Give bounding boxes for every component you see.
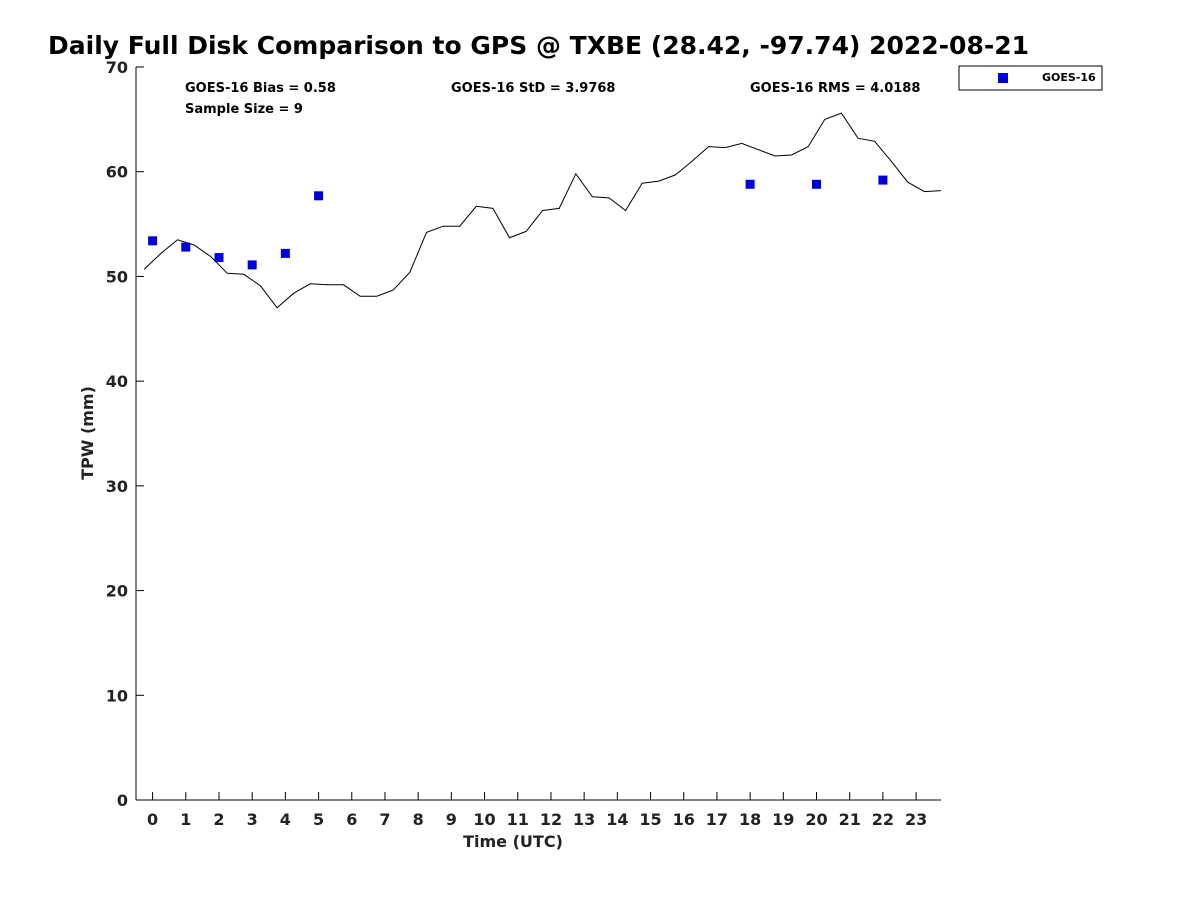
x-tick-label: 8 (413, 810, 424, 829)
goes16-point (314, 191, 324, 201)
x-tick-label: 9 (446, 810, 457, 829)
goes16-point (280, 248, 290, 258)
y-tick-label: 70 (106, 58, 128, 77)
legend-box (958, 65, 1103, 91)
x-tick-label: 22 (872, 810, 894, 829)
y-tick-label: 20 (106, 582, 128, 601)
y-tick-label: 50 (106, 267, 128, 286)
x-tick-label: 13 (573, 810, 595, 829)
x-tick-label: 2 (213, 810, 224, 829)
x-tick-label: 23 (905, 810, 927, 829)
x-tick-label: 20 (805, 810, 827, 829)
legend-marker (998, 73, 1008, 83)
goes16-scatter-series (148, 175, 888, 270)
chart-title: Daily Full Disk Comparison to GPS @ TXBE… (48, 31, 1029, 60)
goes16-point (745, 179, 755, 189)
x-ticks: 0 1 2 3 4 5 6 7 8 9 10 11 12 13 14 15 16 17 18 19 20 21 22 23 (147, 792, 927, 829)
goes16-point (812, 179, 822, 189)
rms-stat: GOES-16 RMS = 4.0188 (750, 81, 920, 96)
x-tick-label: 6 (346, 810, 357, 829)
legend: GOES-16 (958, 65, 1103, 91)
goes16-point (148, 236, 158, 246)
sample-size-stat: Sample Size = 9 (185, 102, 303, 117)
x-tick-label: 21 (839, 810, 861, 829)
y-tick-label: 10 (106, 686, 128, 705)
plot-axes (135, 67, 941, 801)
std-stat: GOES-16 StD = 3.9768 (451, 81, 615, 96)
x-tick-label: 0 (147, 810, 158, 829)
x-tick-label: 5 (313, 810, 324, 829)
gps-line-series (143, 112, 942, 309)
goes16-point (878, 175, 888, 185)
y-ticks: 0 10 20 30 40 50 60 70 (106, 58, 144, 810)
x-tick-label: 1 (180, 810, 191, 829)
x-tick-label: 12 (540, 810, 562, 829)
x-tick-label: 14 (606, 810, 628, 829)
x-tick-label: 17 (706, 810, 728, 829)
bias-stat: GOES-16 Bias = 0.58 (185, 81, 336, 96)
gps-tpw-line (143, 112, 942, 309)
x-tick-label: 16 (673, 810, 695, 829)
y-tick-label: 30 (106, 477, 128, 496)
goes16-point (214, 253, 224, 263)
y-tick-label: 0 (117, 791, 128, 810)
x-axis-label: Time (UTC) (463, 832, 563, 851)
goes16-point (247, 260, 257, 270)
legend-label: GOES-16 (1042, 71, 1096, 84)
x-tick-label: 7 (379, 810, 390, 829)
y-axis-label: TPW (mm) (78, 386, 97, 480)
goes16-point (181, 242, 191, 252)
x-tick-label: 11 (507, 810, 529, 829)
y-tick-label: 40 (106, 372, 128, 391)
x-tick-label: 10 (473, 810, 495, 829)
x-tick-label: 15 (639, 810, 661, 829)
x-tick-label: 19 (772, 810, 794, 829)
x-tick-label: 4 (280, 810, 291, 829)
x-tick-label: 18 (739, 810, 761, 829)
y-tick-label: 60 (106, 163, 128, 182)
x-tick-label: 3 (247, 810, 258, 829)
